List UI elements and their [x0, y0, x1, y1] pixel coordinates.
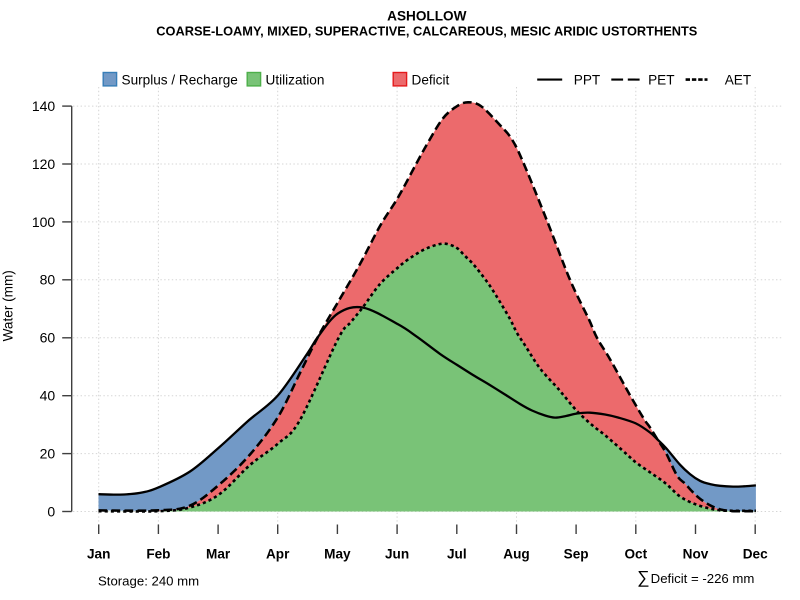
svg-text:Sep: Sep [564, 546, 589, 561]
svg-text:AET: AET [725, 73, 751, 88]
svg-text:120: 120 [32, 156, 56, 172]
svg-text:Feb: Feb [146, 546, 170, 561]
svg-text:80: 80 [40, 272, 56, 288]
svg-text:60: 60 [40, 330, 56, 346]
svg-text:Surplus / Recharge: Surplus / Recharge [122, 72, 238, 87]
svg-text:∑ Deficit = -226 mm: ∑ Deficit = -226 mm [637, 567, 754, 587]
svg-text:100: 100 [32, 214, 56, 230]
svg-text:PET: PET [648, 73, 674, 88]
svg-text:Aug: Aug [503, 546, 529, 561]
svg-text:0: 0 [47, 503, 55, 519]
svg-text:Nov: Nov [683, 546, 709, 561]
svg-text:Jun: Jun [385, 546, 409, 561]
svg-text:Apr: Apr [266, 546, 290, 561]
svg-text:PPT: PPT [574, 73, 600, 88]
svg-text:Mar: Mar [206, 546, 231, 561]
svg-text:Deficit: Deficit [412, 72, 450, 87]
svg-text:Water (mm): Water (mm) [1, 270, 16, 341]
svg-text:Dec: Dec [743, 546, 768, 561]
svg-text:140: 140 [32, 98, 56, 114]
svg-text:Jul: Jul [447, 546, 467, 561]
svg-text:Oct: Oct [624, 546, 647, 561]
svg-text:Storage: 240 mm: Storage: 240 mm [98, 574, 199, 589]
svg-text:40: 40 [40, 388, 56, 404]
svg-text:May: May [324, 546, 351, 561]
svg-text:20: 20 [40, 446, 56, 462]
svg-text:COARSE-LOAMY, MIXED, SUPERACTI: COARSE-LOAMY, MIXED, SUPERACTIVE, CALCAR… [156, 23, 698, 38]
svg-text:ASHOLLOW: ASHOLLOW [387, 9, 466, 24]
svg-text:Jan: Jan [87, 546, 110, 561]
svg-text:Utilization: Utilization [266, 72, 325, 87]
